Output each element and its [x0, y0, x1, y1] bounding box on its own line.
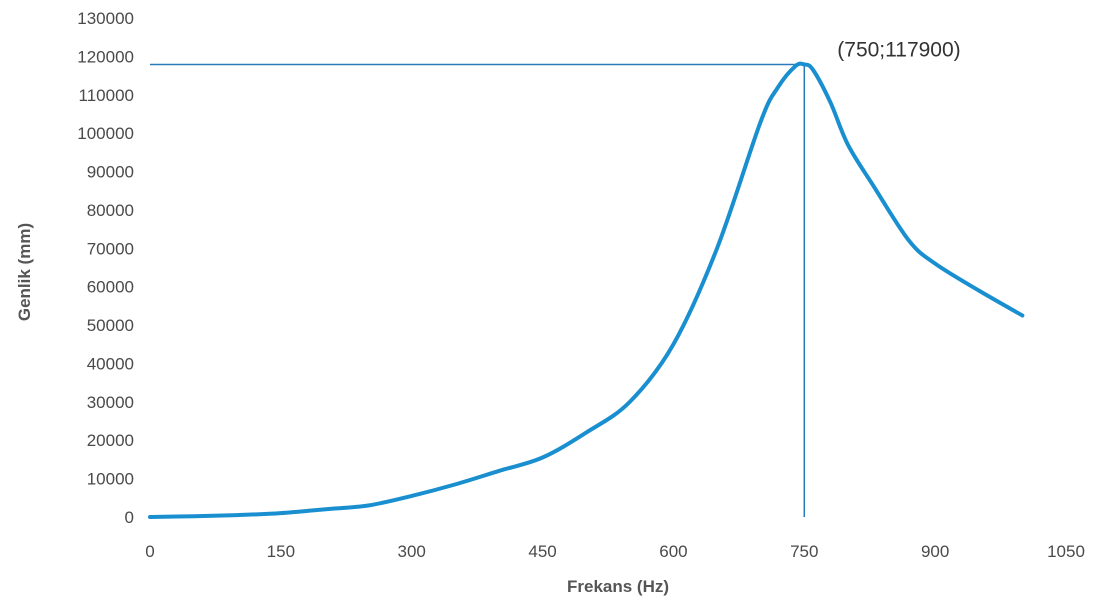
y-axis-title: Genlik (mm) [15, 223, 34, 321]
x-axis-title: Frekans (Hz) [567, 577, 669, 596]
x-tick-label: 0 [145, 542, 154, 561]
y-tick-label: 40000 [87, 354, 134, 373]
y-tick-label: 110000 [79, 86, 134, 105]
annotation-layer: (750;117900) [837, 38, 960, 61]
x-tick-label: 150 [267, 542, 295, 561]
peak-annotation: (750;117900) [837, 38, 960, 61]
y-tick-label: 90000 [87, 163, 134, 182]
x-tick-label: 450 [528, 542, 556, 561]
y-tick-label: 20000 [87, 431, 134, 450]
y-tick-label: 50000 [87, 316, 134, 335]
x-tick-label: 900 [921, 542, 949, 561]
y-tick-label: 60000 [87, 278, 134, 297]
y-tick-label: 30000 [87, 393, 134, 412]
y-tick-label: 80000 [87, 201, 134, 220]
x-axis-ticks: 0 150 300 450 600 750 900 1050 [145, 542, 1085, 561]
y-tick-label: 100000 [77, 124, 134, 143]
y-tick-label: 120000 [77, 47, 134, 66]
x-tick-label: 1050 [1047, 542, 1085, 561]
y-tick-label: 70000 [87, 239, 134, 258]
y-tick-label: 0 [125, 508, 134, 527]
x-tick-label: 300 [398, 542, 426, 561]
reference-lines [150, 63, 806, 517]
series-line [148, 61, 1025, 519]
x-tick-label: 600 [659, 542, 687, 561]
y-axis-ticks: 0 10000 20000 30000 40000 50000 60000 70000 8000… [77, 9, 134, 527]
y-tick-label: 10000 [87, 470, 134, 489]
x-tick-label: 750 [790, 542, 818, 561]
series-layer [148, 61, 1025, 519]
y-tick-label: 130000 [77, 9, 134, 28]
